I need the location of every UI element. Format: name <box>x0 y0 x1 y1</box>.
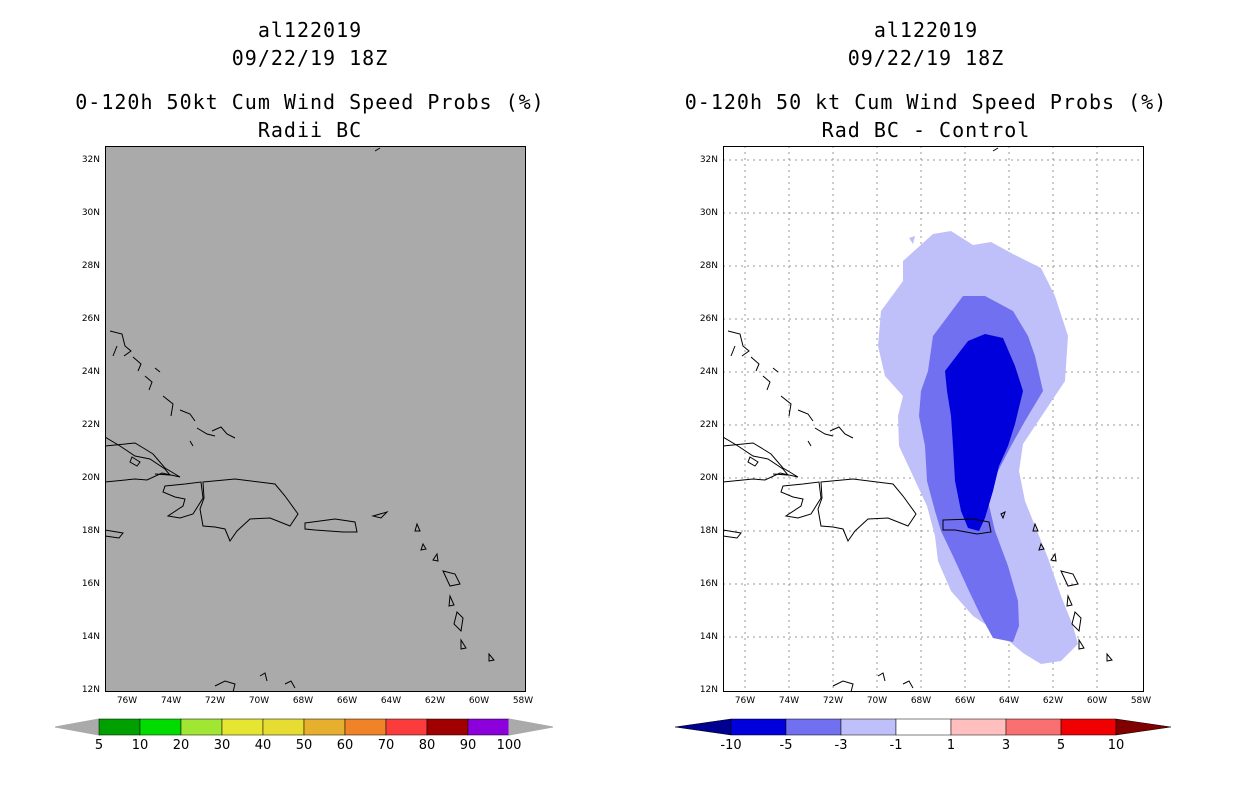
left-lat-label-18n: 18N <box>81 526 100 536</box>
left-colorbar-low-arrow <box>55 718 100 736</box>
right-map <box>723 146 1144 692</box>
left-lon-label-58w: 58W <box>512 696 534 706</box>
right-colorbar-label: 5 <box>1056 738 1066 753</box>
left-colorbar-label: 30 <box>213 738 231 753</box>
left-colorbar <box>55 718 554 736</box>
right-lat-label-28n: 28N <box>699 261 718 271</box>
contour-light-blob <box>909 236 915 244</box>
left-colorbar-label: 40 <box>254 738 272 753</box>
right-colorbar-label: -5 <box>779 738 793 753</box>
right-lat-label-26n: 26N <box>699 314 718 324</box>
right-title: 0-120h 50 kt Cum Wind Speed Probs (%) <box>684 90 1168 114</box>
right-colorbar-cell <box>895 718 952 736</box>
right-colorbar-cell <box>785 718 842 736</box>
left-map-background <box>105 146 526 692</box>
left-colorbar-cell <box>303 718 346 736</box>
right-colorbar-cell <box>730 718 787 736</box>
left-colorbar-label: 60 <box>336 738 354 753</box>
left-colorbar-label: 10 <box>131 738 149 753</box>
right-colorbar-high-arrow <box>1115 718 1172 736</box>
right-colorbar-label: 1 <box>946 738 956 753</box>
left-colorbar-label: 20 <box>172 738 190 753</box>
left-colorbar-label: 90 <box>459 738 477 753</box>
right-subtitle: Rad BC - Control <box>821 118 1031 142</box>
left-colorbar-cell <box>467 718 510 736</box>
left-colorbar-cell <box>344 718 387 736</box>
left-lat-label-30n: 30N <box>81 208 100 218</box>
left-lon-label-62w: 62W <box>424 696 446 706</box>
right-lon-label-70w: 70W <box>866 696 888 706</box>
right-datetime: 09/22/19 18Z <box>847 46 1005 70</box>
left-colorbar-cell <box>180 718 223 736</box>
left-lon-label-64w: 64W <box>380 696 402 706</box>
right-lon-label-68w: 68W <box>910 696 932 706</box>
right-lon-label-74w: 74W <box>778 696 800 706</box>
right-lat-label-18n: 18N <box>699 526 718 536</box>
left-lon-label-74w: 74W <box>160 696 182 706</box>
right-colorbar-label: 10 <box>1107 738 1125 753</box>
right-lat-label-30n: 30N <box>699 208 718 218</box>
right-lon-label-64w: 64W <box>998 696 1020 706</box>
left-colorbar-cell <box>98 718 141 736</box>
left-colorbar-cell <box>262 718 305 736</box>
left-colorbar-label: 100 <box>496 738 522 753</box>
right-lat-label-16n: 16N <box>699 579 718 589</box>
left-lat-label-28n: 28N <box>81 261 100 271</box>
left-colorbar-cell <box>221 718 264 736</box>
right-lon-label-60w: 60W <box>1086 696 1108 706</box>
left-coastlines <box>105 147 495 692</box>
left-lat-label-12n: 12N <box>81 685 100 695</box>
left-map <box>105 146 526 692</box>
right-lat-label-20n: 20N <box>699 473 718 483</box>
left-colorbar-label: 70 <box>377 738 395 753</box>
left-lon-label-76w: 76W <box>116 696 138 706</box>
left-lat-label-14n: 14N <box>81 632 100 642</box>
right-colorbar-label: 3 <box>1001 738 1011 753</box>
right-colorbar-cell <box>950 718 1007 736</box>
left-colorbar-cell <box>385 718 428 736</box>
left-storm-id: al122019 <box>257 18 363 42</box>
right-colorbar-cell <box>1060 718 1117 736</box>
right-lat-label-14n: 14N <box>699 632 718 642</box>
right-lon-label-66w: 66W <box>954 696 976 706</box>
left-colorbar-label: 80 <box>418 738 436 753</box>
left-lat-label-16n: 16N <box>81 579 100 589</box>
left-datetime: 09/22/19 18Z <box>231 46 389 70</box>
left-lon-label-70w: 70W <box>248 696 270 706</box>
left-lon-label-68w: 68W <box>292 696 314 706</box>
contour-dark <box>945 334 1023 531</box>
right-colorbar-low-arrow <box>675 718 732 736</box>
right-coastlines <box>723 147 1113 692</box>
right-lon-label-58w: 58W <box>1130 696 1152 706</box>
left-colorbar-cell <box>139 718 182 736</box>
right-lon-label-62w: 62W <box>1042 696 1064 706</box>
right-colorbar <box>675 718 1172 736</box>
right-colorbar-label: -1 <box>889 738 903 753</box>
right-lon-label-72w: 72W <box>822 696 844 706</box>
left-lat-label-20n: 20N <box>81 473 100 483</box>
left-subtitle: Radii BC <box>257 118 363 142</box>
left-colorbar-label: 50 <box>295 738 313 753</box>
left-lon-label-72w: 72W <box>204 696 226 706</box>
left-lon-label-60w: 60W <box>468 696 490 706</box>
right-lat-label-32n: 32N <box>699 155 718 165</box>
right-storm-id: al122019 <box>873 18 979 42</box>
left-lon-label-66w: 66W <box>336 696 358 706</box>
right-lat-label-12n: 12N <box>699 685 718 695</box>
left-lat-label-26n: 26N <box>81 314 100 324</box>
right-lat-label-22n: 22N <box>699 420 718 430</box>
left-colorbar-cell <box>426 718 469 736</box>
right-colorbar-label: -10 <box>720 738 742 753</box>
right-colorbar-cell <box>1005 718 1062 736</box>
right-colorbar-label: -3 <box>834 738 848 753</box>
right-colorbar-cell <box>840 718 897 736</box>
left-colorbar-label: 5 <box>94 738 104 753</box>
left-colorbar-high-arrow <box>508 718 554 736</box>
left-lat-label-32n: 32N <box>81 155 100 165</box>
left-lat-label-22n: 22N <box>81 420 100 430</box>
right-lon-label-76w: 76W <box>734 696 756 706</box>
left-title: 0-120h 50kt Cum Wind Speed Probs (%) <box>75 90 545 114</box>
right-lat-label-24n: 24N <box>699 367 718 377</box>
left-lat-label-24n: 24N <box>81 367 100 377</box>
